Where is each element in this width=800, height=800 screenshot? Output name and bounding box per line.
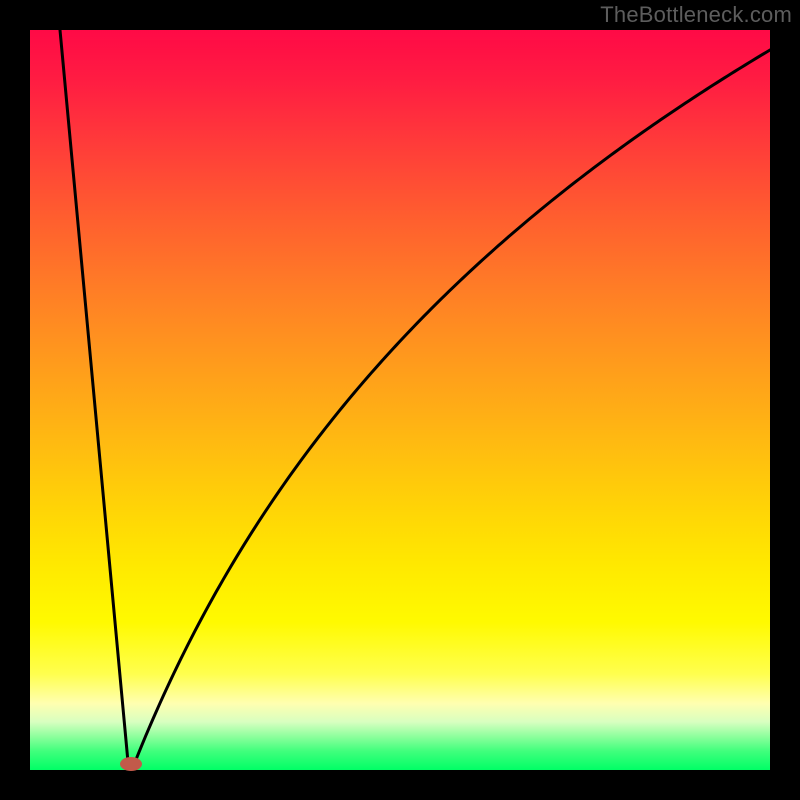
watermark-text: TheBottleneck.com bbox=[600, 2, 792, 28]
plot-background bbox=[30, 30, 770, 770]
chart-root: TheBottleneck.com bbox=[0, 0, 800, 800]
chart-svg bbox=[0, 0, 800, 800]
bottleneck-marker bbox=[120, 757, 142, 771]
